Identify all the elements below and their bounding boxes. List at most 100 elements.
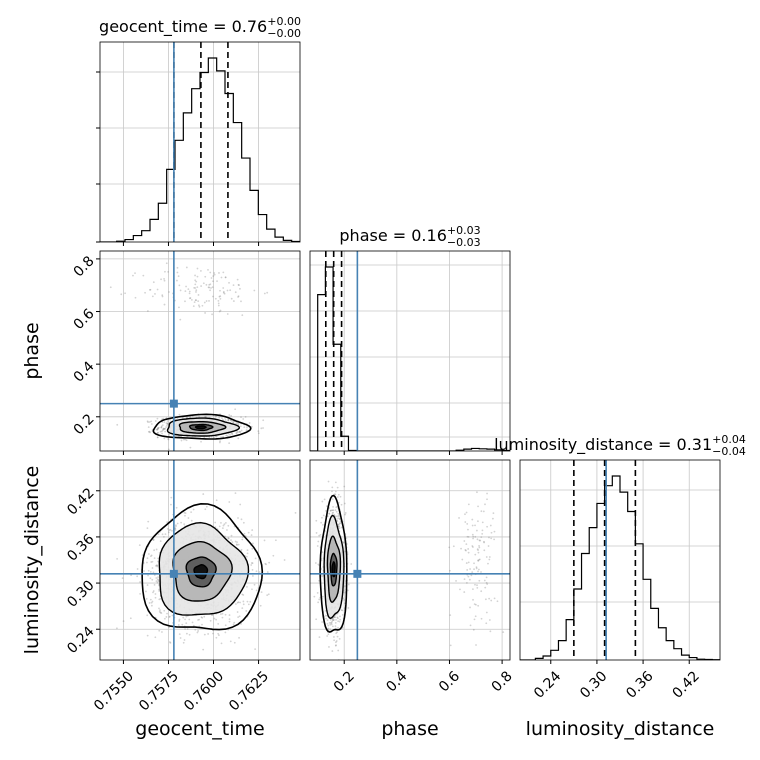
scatter-point [238, 636, 240, 639]
scatter-point [491, 517, 494, 520]
scatter-point [327, 633, 330, 636]
scatter-point [335, 632, 338, 635]
scatter-point [163, 427, 166, 430]
scatter-point [221, 527, 224, 530]
scatter-point [251, 529, 254, 531]
scatter-point [466, 569, 469, 571]
scatter-point [164, 270, 166, 273]
truth-marker [169, 569, 178, 578]
scatter-point [476, 584, 478, 587]
scatter-point [242, 603, 245, 606]
x-tick-label: 0.30 [577, 668, 610, 701]
scatter-point [219, 440, 221, 443]
scatter-point [182, 616, 185, 619]
scatter-point [201, 304, 204, 307]
scatter-point [195, 280, 198, 283]
scatter-point [156, 578, 159, 581]
scatter-point [234, 408, 237, 411]
scatter-point [157, 533, 160, 536]
scatter-point [147, 430, 150, 433]
scatter-point [150, 561, 153, 563]
scatter-point [230, 534, 233, 537]
scatter-point [475, 644, 477, 646]
scatter-point [147, 569, 150, 572]
scatter-point [176, 522, 179, 525]
scatter-point [333, 616, 336, 618]
scatter-point [215, 636, 218, 639]
scatter-point [194, 628, 197, 631]
scatter-point [194, 299, 197, 302]
truth-marker [353, 569, 362, 578]
scatter-point [203, 633, 206, 636]
scatter-point [180, 521, 183, 524]
scatter-point [459, 588, 461, 591]
scatter-point [156, 417, 159, 420]
scatter-point [218, 310, 221, 313]
scatter-point [478, 539, 481, 542]
scatter-point [168, 291, 170, 293]
scatter-point [183, 639, 186, 641]
scatter-point [337, 512, 340, 515]
scatter-point [471, 518, 474, 521]
scatter-point [157, 580, 160, 582]
panel-frame [99, 250, 301, 452]
x-tick-label: 0.7625 [226, 668, 272, 714]
scatter-point [265, 563, 268, 566]
scatter-point [195, 299, 197, 302]
scatter-point [151, 578, 154, 581]
scatter-point [469, 568, 471, 570]
scatter-point [488, 536, 490, 539]
scatter-point [136, 568, 139, 570]
scatter-point [502, 631, 505, 634]
scatter-point [474, 535, 477, 538]
scatter-point [149, 431, 152, 434]
scatter-point [264, 562, 267, 565]
scatter-point [486, 583, 489, 585]
scatter-point [342, 541, 345, 544]
scatter-point [336, 486, 339, 489]
scatter-point [339, 618, 342, 621]
scatter-point [294, 511, 297, 514]
scatter-point [251, 562, 254, 565]
scatter-point [331, 498, 334, 500]
scatter-point [337, 525, 340, 528]
scatter-point [203, 301, 206, 304]
scatter-point [329, 509, 332, 512]
scatter-point [233, 621, 236, 624]
scatter-point [187, 288, 190, 291]
scatter-point [333, 639, 336, 642]
scatter-point [343, 550, 346, 553]
scatter-point [334, 625, 337, 628]
x-tick-label: 0.8 [489, 668, 516, 695]
scatter-point [160, 612, 163, 614]
scatter-point [476, 586, 479, 589]
scatter-point [180, 439, 183, 442]
scatter-point [465, 582, 468, 584]
scatter-point [163, 277, 165, 280]
y-tick-label: 0.6 [71, 306, 98, 333]
scatter-point [217, 622, 220, 625]
scatter-point [224, 535, 226, 538]
scatter-point [487, 545, 490, 547]
scatter-point [214, 415, 217, 418]
scatter-point [338, 514, 340, 517]
scatter-point [175, 524, 177, 527]
scatter-point [152, 281, 155, 284]
scatter-point [185, 615, 188, 618]
scatter-point [476, 491, 478, 494]
scatter-point [193, 301, 196, 304]
scatter-point [149, 570, 152, 573]
panel-title-luminosity_distance: luminosity_distance = 0.31+0.04−0.04 [494, 433, 746, 458]
scatter-point [167, 531, 170, 534]
scatter-point [242, 418, 245, 420]
scatter-point [472, 546, 474, 548]
scatter-point [240, 548, 243, 551]
scatter-point [150, 601, 153, 604]
scatter-point [337, 525, 340, 528]
scatter-point [149, 288, 151, 291]
scatter-point [146, 561, 148, 564]
scatter-panel-geocent_time-phase [100, 251, 300, 451]
scatter-point [337, 517, 339, 520]
scatter-point [182, 641, 185, 644]
scatter-point [237, 422, 240, 425]
